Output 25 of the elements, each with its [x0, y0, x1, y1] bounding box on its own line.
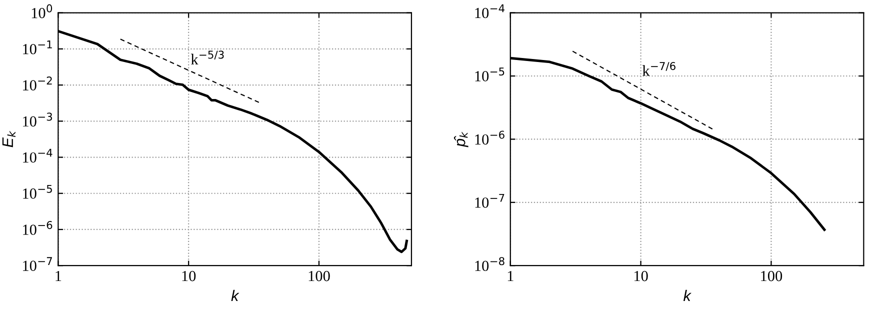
x-axis-title: k	[231, 290, 240, 301]
y-tick-label: 10$^{−5}$	[475, 68, 504, 82]
x-tick-label: 100	[761, 270, 782, 282]
x-tick-label: 10	[634, 270, 648, 282]
y-tick-label: 10$^{−2}$	[23, 76, 52, 90]
y-tick-label: 10$^{−1}$	[23, 40, 52, 54]
y-tick-label: 10$^{−5}$	[23, 184, 52, 199]
y-tick-label: 10$^{−8}$	[475, 257, 504, 272]
annotation: k$^{−5/3}$	[190, 50, 224, 64]
y-axis-title: E$_{k}$	[2, 130, 16, 148]
y-tick-label: 10$^{−7}$	[23, 257, 52, 271]
y-tick-label: 10$^{−4}$	[475, 4, 504, 18]
y-tick-label: 10$^{−7}$	[475, 194, 504, 208]
x-axis-title: k	[683, 290, 692, 301]
y-tick-label: 10$^{0}$	[32, 4, 52, 18]
y-tick-label: 10$^{−6}$	[23, 220, 52, 235]
x-tick-label: 1	[508, 270, 514, 282]
y-tick-label: 10$^{−4}$	[23, 148, 52, 163]
y-tick-label: 10$^{−6}$	[475, 130, 504, 145]
y-tick-label: 10$^{−3}$	[23, 112, 52, 127]
x-tick-label: 10	[182, 270, 196, 282]
y-axis-title: p̂$_{k}$	[454, 132, 468, 148]
x-tick-label: 1	[56, 270, 62, 282]
annotation: k$^{−7/6}$	[642, 62, 676, 76]
x-tick-label: 100	[308, 270, 330, 282]
